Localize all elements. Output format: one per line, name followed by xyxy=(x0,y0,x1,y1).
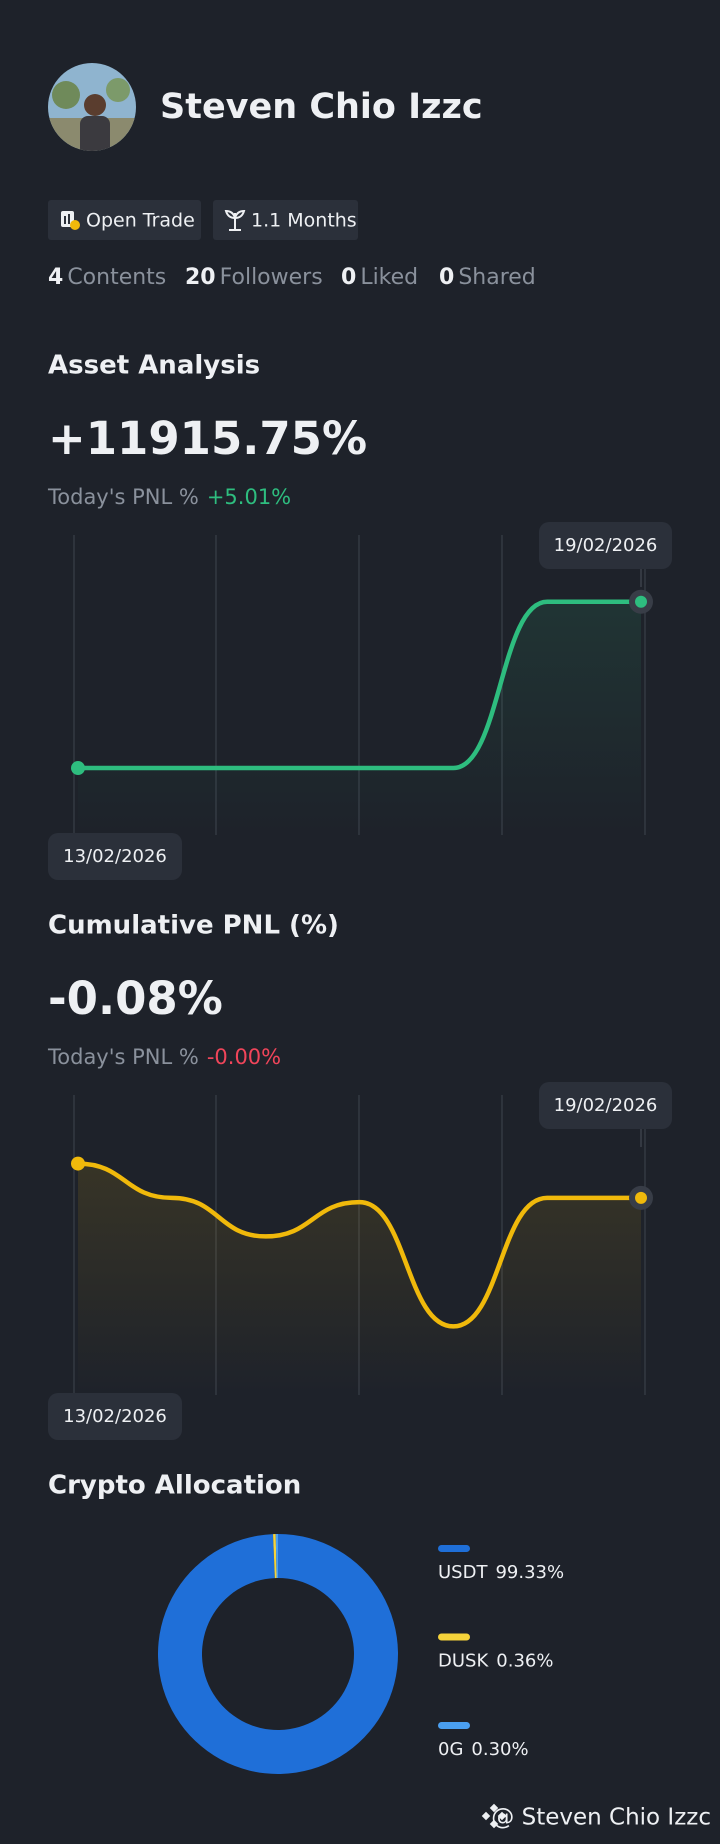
legend-swatch xyxy=(438,1722,470,1729)
stat-label: Liked xyxy=(360,265,418,290)
date-tooltip xyxy=(539,1082,672,1129)
donut-segment xyxy=(275,1534,278,1579)
legend-value: 0.36% xyxy=(496,1651,553,1672)
legend-swatch xyxy=(438,1633,470,1641)
pnl-label: Today's PNL % xyxy=(47,485,199,509)
date-tooltip xyxy=(48,833,182,880)
pnl-value: +5.01% xyxy=(207,485,291,509)
section-title: Cumulative PNL (%) xyxy=(48,911,339,941)
donut-segment xyxy=(158,1534,399,1775)
stat-label: Shared xyxy=(458,265,535,290)
legend-entry: 0G 0.30% xyxy=(438,1739,529,1760)
legend-name: 0G xyxy=(438,1739,463,1760)
start-point xyxy=(71,1156,85,1171)
avatar xyxy=(48,63,136,151)
stat: 0 Shared xyxy=(439,265,536,290)
section-title: Crypto Allocation xyxy=(48,1471,301,1501)
area-fill xyxy=(78,1163,641,1395)
badge xyxy=(48,200,201,240)
stat-label: Contents xyxy=(67,265,166,290)
date-label: 13/02/2026 xyxy=(63,1406,167,1427)
today-pnl: Today's PNL % -0.00% xyxy=(47,1045,281,1069)
end-point xyxy=(635,1191,647,1204)
legend-name: DUSK xyxy=(438,1651,489,1672)
date-label: 19/02/2026 xyxy=(554,535,658,556)
badge-label: 1.1 Months xyxy=(251,210,357,232)
badge-label: Open Trade xyxy=(86,210,195,232)
legend-entry: USDT 99.33% xyxy=(438,1562,564,1583)
headline-value: -0.08% xyxy=(48,972,223,1025)
stat: 0 Liked xyxy=(341,265,418,290)
date-tooltip xyxy=(539,522,672,569)
area-fill xyxy=(78,601,641,835)
date-label: 19/02/2026 xyxy=(554,1095,658,1116)
line xyxy=(75,599,644,771)
pnl-label: Today's PNL % xyxy=(47,1045,199,1069)
date-label: 13/02/2026 xyxy=(63,846,167,867)
stat: 20 Followers xyxy=(185,265,323,290)
footer-text: @ Steven Chio Izzc xyxy=(491,1805,711,1831)
stat-count: 20 xyxy=(185,265,216,290)
profile-name: Steven Chio Izzc xyxy=(160,87,483,127)
legend-swatch xyxy=(438,1545,470,1552)
donut-segment xyxy=(273,1534,277,1579)
stat-count: 4 xyxy=(48,265,63,290)
stat-count: 0 xyxy=(439,265,454,290)
legend-value: 99.33% xyxy=(495,1562,564,1583)
today-pnl: Today's PNL % +5.01% xyxy=(47,485,291,509)
legend-name: USDT xyxy=(438,1562,488,1583)
start-point xyxy=(71,761,85,776)
end-point xyxy=(635,595,647,608)
legend-value: 0.30% xyxy=(471,1739,528,1760)
stat-label: Followers xyxy=(220,265,323,290)
stat: 4 Contents xyxy=(48,265,166,290)
pnl-value: -0.00% xyxy=(207,1045,281,1069)
sprout-icon xyxy=(224,209,246,231)
headline-value: +11915.75% xyxy=(48,412,367,465)
footer-logo xyxy=(481,1803,507,1829)
trade-icon xyxy=(61,211,80,230)
line xyxy=(75,1161,644,1329)
legend-entry: DUSK 0.36% xyxy=(438,1651,553,1672)
section-title: Asset Analysis xyxy=(48,351,260,381)
date-tooltip xyxy=(48,1393,182,1440)
badge xyxy=(213,200,358,240)
stat-count: 0 xyxy=(341,265,356,290)
